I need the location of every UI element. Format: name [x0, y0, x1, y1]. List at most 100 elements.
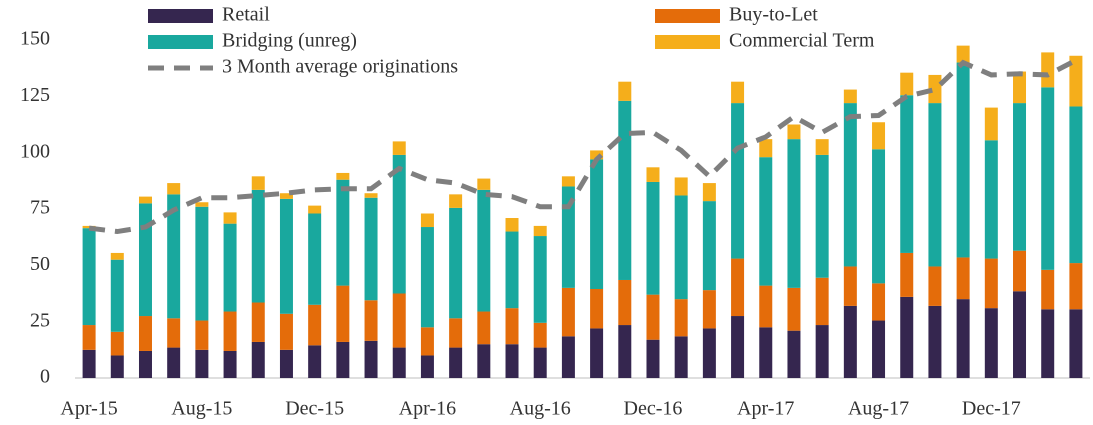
- bar-segment: [674, 195, 688, 300]
- bar-segment: [420, 355, 434, 378]
- bar-segment: [561, 176, 575, 187]
- bar-segment: [392, 141, 406, 155]
- bar-segment: [928, 266, 942, 306]
- bar-segment: [477, 344, 491, 378]
- bar-segment: [872, 122, 886, 150]
- bar-segment: [1069, 263, 1083, 310]
- bar-segment: [279, 198, 293, 314]
- bar-segment: [138, 196, 152, 204]
- bar-segment: [787, 287, 801, 331]
- bar-segment: [731, 103, 745, 259]
- y-tick-label: 0: [40, 366, 50, 388]
- bar-segment: [590, 328, 604, 378]
- bar-segment: [872, 320, 886, 378]
- y-tick-label: 100: [20, 140, 50, 162]
- bar-segment: [590, 150, 604, 160]
- legend-label: Retail: [222, 4, 270, 26]
- bar-segment: [167, 347, 181, 378]
- bar-segment: [167, 194, 181, 319]
- bar-segment: [787, 124, 801, 140]
- bar-segment: [702, 290, 716, 329]
- bar-segment: [420, 227, 434, 328]
- bar-segment: [759, 157, 773, 286]
- y-tick-label: 150: [20, 28, 50, 50]
- bar-segment: [251, 341, 265, 378]
- bar-segment: [646, 167, 660, 182]
- x-tick-label: Apr-15: [60, 398, 117, 420]
- bar-segment: [449, 194, 463, 208]
- bar-segment: [702, 328, 716, 378]
- bar-segment: [223, 223, 237, 312]
- legend-swatch: [655, 9, 720, 23]
- bar-segment: [110, 259, 124, 332]
- bar-segment: [533, 236, 547, 323]
- bar-segment: [1041, 269, 1055, 310]
- bar-segment: [364, 193, 378, 198]
- bar-segment: [759, 327, 773, 378]
- bar-segment: [956, 62, 970, 258]
- bar-segment: [900, 95, 914, 253]
- bar-segment: [1013, 291, 1027, 378]
- bar-segment: [223, 311, 237, 351]
- bar-segment: [505, 218, 519, 232]
- bar-segment: [477, 311, 491, 345]
- bar-segment: [928, 103, 942, 267]
- bar-segment: [646, 294, 660, 340]
- bar-segment: [195, 349, 209, 378]
- y-tick-label: 25: [30, 309, 50, 331]
- bar-segment: [872, 149, 886, 284]
- bar-segment: [279, 193, 293, 199]
- bar-segment: [110, 355, 124, 378]
- bar-segment: [618, 81, 632, 101]
- bar-segment: [138, 350, 152, 378]
- bar-segment: [505, 344, 519, 378]
- bar-segment: [110, 331, 124, 356]
- bar-segment: [449, 347, 463, 378]
- bar-segment: [1013, 71, 1027, 104]
- bar-segment: [956, 45, 970, 63]
- bar-segment: [561, 287, 575, 337]
- bar-segment: [533, 347, 547, 378]
- bar-segment: [392, 154, 406, 294]
- bar-segment: [1013, 103, 1027, 251]
- bar-segment: [336, 285, 350, 342]
- bar-segment: [984, 308, 998, 378]
- bar-segment: [618, 279, 632, 326]
- bar-segment: [984, 107, 998, 141]
- x-tick-label: Dec-17: [962, 398, 1021, 420]
- bar-segment: [251, 302, 265, 342]
- bar-segment: [815, 325, 829, 378]
- bar-segment: [984, 140, 998, 259]
- bar-segment: [702, 201, 716, 291]
- bar-segment: [308, 205, 322, 214]
- bar-segment: [618, 100, 632, 280]
- bar-segment: [815, 154, 829, 278]
- legend-label: Commercial Term: [729, 30, 875, 52]
- average-line: [88, 58, 1078, 235]
- bar-segment: [138, 203, 152, 317]
- y-tick-label: 75: [30, 197, 50, 219]
- bar-segment: [195, 206, 209, 321]
- bar-segment: [1041, 309, 1055, 378]
- bar-segment: [956, 299, 970, 378]
- bar-segment: [1013, 250, 1027, 292]
- bar-segment: [477, 189, 491, 312]
- bar-segment: [787, 139, 801, 288]
- bar-segment: [872, 283, 886, 321]
- bar-segment: [420, 213, 434, 228]
- bar-segment: [420, 327, 434, 356]
- bar-segment: [759, 139, 773, 158]
- bar-segment: [956, 257, 970, 300]
- bar-segment: [674, 177, 688, 196]
- bar-segment: [1069, 309, 1083, 378]
- bar-segment: [590, 288, 604, 329]
- bar-segment: [984, 258, 998, 309]
- bar-segment: [449, 318, 463, 348]
- bar-segment: [477, 178, 491, 190]
- bar-segment: [336, 179, 350, 286]
- bar-segment: [392, 293, 406, 348]
- bar-segment: [138, 316, 152, 351]
- bar-segment: [533, 225, 547, 237]
- bar-segment: [731, 81, 745, 104]
- legend-swatch: [148, 9, 213, 23]
